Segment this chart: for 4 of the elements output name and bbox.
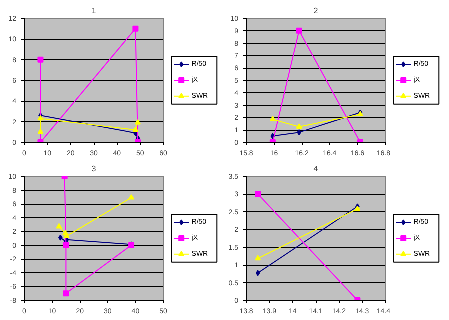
chart-title: 2: [314, 6, 319, 16]
chart-title: 3: [92, 164, 97, 174]
chart-title: 1: [92, 6, 97, 16]
chart-title: 4: [314, 164, 319, 174]
